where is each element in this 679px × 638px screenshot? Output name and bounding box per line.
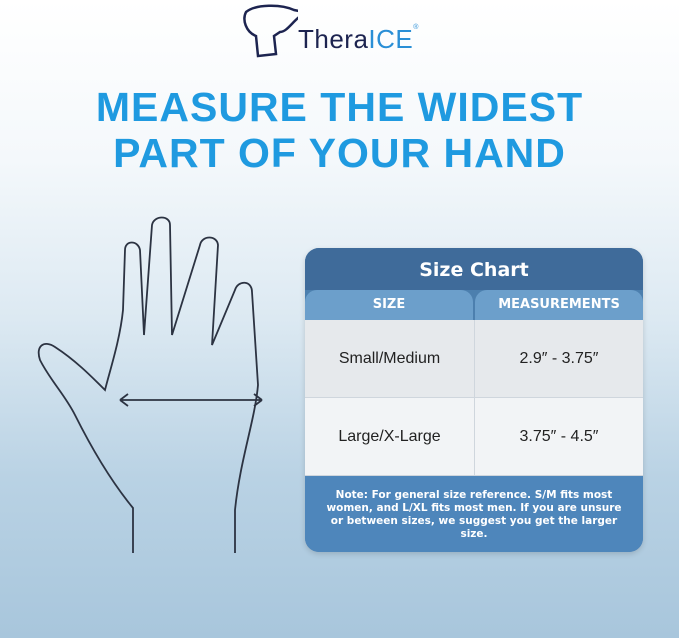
brand-name: TheraICE® — [298, 24, 419, 55]
measurement-cell: 3.75″ - 4.5″ — [519, 427, 599, 445]
registered-mark: ® — [413, 24, 419, 31]
brand-name-ice: ICE — [368, 24, 414, 54]
table-row: Small/Medium 2.9″ - 3.75″ — [305, 320, 643, 398]
measurement-cell: 2.9″ - 3.75″ — [519, 349, 599, 367]
headline-line-2: PART OF YOUR HAND — [113, 130, 566, 176]
size-chart: Size Chart SIZE MEASUREMENTS Small/Mediu… — [305, 248, 643, 552]
size-chart-title: Size Chart — [305, 248, 643, 290]
column-header-size: SIZE — [305, 290, 473, 320]
headline: MEASURE THE WIDEST PART OF YOUR HAND — [0, 84, 679, 176]
column-header-measurements: MEASUREMENTS — [475, 290, 643, 320]
size-cell: Large/X-Large — [305, 398, 475, 475]
table-row: Large/X-Large 3.75″ - 4.5″ — [305, 398, 643, 476]
brand-name-thera: Thera — [298, 24, 369, 54]
brand-logo: TheraICE® — [236, 2, 446, 58]
headline-line-1: MEASURE THE WIDEST — [95, 84, 584, 130]
hand-outline-illustration — [37, 216, 263, 553]
size-cell: Small/Medium — [305, 320, 475, 397]
size-chart-note: Note: For general size reference. S/M fi… — [305, 476, 643, 552]
measure-arrow — [119, 393, 263, 407]
polar-bear-icon — [243, 4, 307, 58]
hand-outline — [37, 216, 259, 553]
size-chart-header: SIZE MEASUREMENTS — [305, 290, 643, 320]
